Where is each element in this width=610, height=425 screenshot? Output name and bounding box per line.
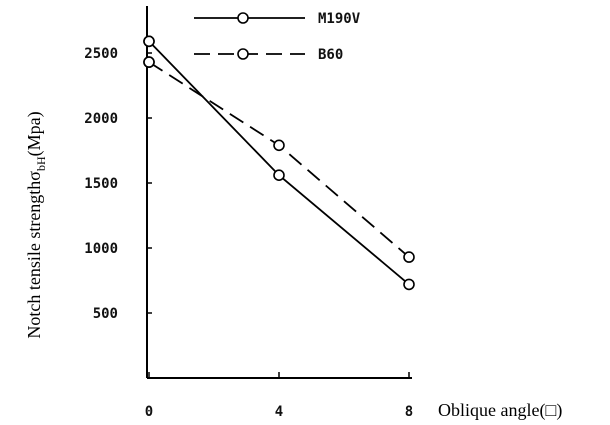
series-m190v bbox=[143, 35, 415, 291]
y-tick-label: 1500 bbox=[84, 176, 118, 192]
legend-marker bbox=[237, 48, 249, 60]
y-axis-title: Notch tensile strengthσbH(Mpa) bbox=[24, 111, 48, 338]
legend-label: M190V bbox=[318, 11, 361, 27]
svg-text:Notch tensile strengthσbH(Mpa): Notch tensile strengthσbH(Mpa) bbox=[24, 111, 48, 338]
x-tick-label: 8 bbox=[405, 404, 413, 420]
legend-item: B60 bbox=[194, 47, 343, 63]
x-axis-title: Oblique angle(□) bbox=[438, 400, 562, 421]
y-axis-title-unit: (Mpa) bbox=[24, 111, 45, 156]
data-point bbox=[143, 35, 155, 48]
data-point bbox=[273, 139, 285, 152]
x-tick-label: 0 bbox=[145, 404, 153, 420]
legend-item: M190V bbox=[194, 11, 361, 27]
y-tick-label: 2500 bbox=[84, 46, 118, 62]
data-point bbox=[403, 251, 415, 263]
data-point bbox=[143, 56, 155, 68]
series-b60 bbox=[143, 56, 415, 263]
series-layer bbox=[143, 35, 415, 291]
legend: M190V B60 bbox=[194, 11, 361, 63]
x-tick-label: 4 bbox=[275, 404, 283, 420]
ticks: 500 1000 1500 2000 2500 0 4 8 bbox=[84, 46, 413, 420]
axes bbox=[146, 6, 412, 379]
y-tick-label: 2000 bbox=[84, 111, 118, 127]
y-tick-label: 500 bbox=[93, 306, 118, 322]
data-point bbox=[403, 278, 415, 291]
legend-marker bbox=[237, 12, 249, 24]
y-axis-title-sub: bH bbox=[34, 156, 48, 171]
legend-label: B60 bbox=[318, 47, 343, 63]
y-axis-title-main: Notch tensile strengthσ bbox=[24, 171, 44, 339]
series-line bbox=[148, 40, 410, 286]
data-point bbox=[273, 169, 285, 181]
series-line bbox=[148, 61, 410, 258]
y-tick-label: 1000 bbox=[84, 241, 118, 257]
